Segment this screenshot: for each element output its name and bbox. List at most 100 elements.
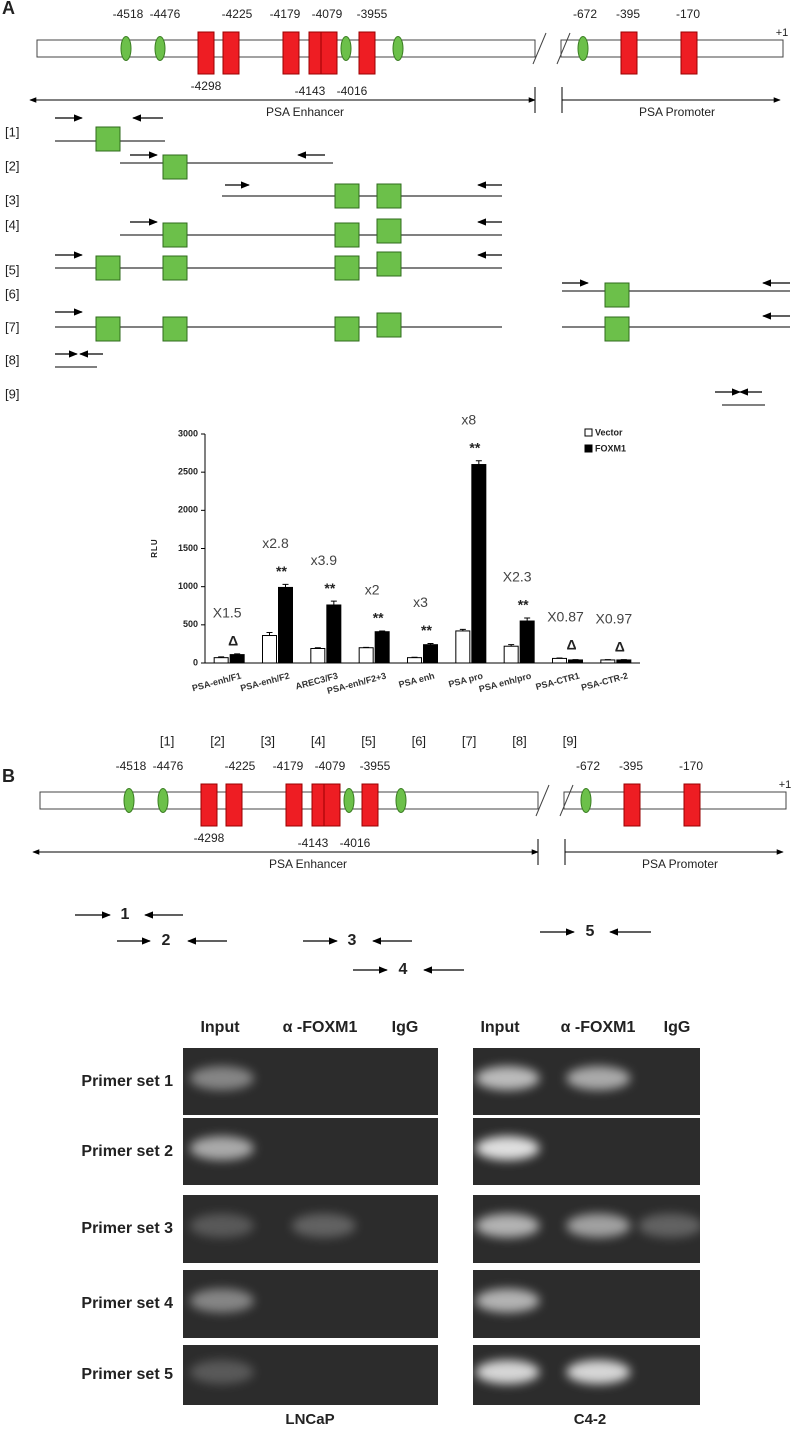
- gel-band: [475, 1136, 540, 1161]
- significance: **: [421, 622, 432, 638]
- x-tick-label: PSA-CTR1: [535, 671, 581, 692]
- gel-band: [566, 1066, 631, 1091]
- position-label: -4079: [315, 759, 346, 773]
- y-tick-label: 1000: [178, 581, 198, 591]
- promoter-label: PSA Promoter: [642, 857, 718, 871]
- site-square: [95, 255, 121, 281]
- promoter-box: [560, 39, 784, 58]
- significance: Δ: [615, 638, 625, 654]
- significance: **: [373, 610, 384, 626]
- bar: [358, 647, 374, 664]
- position-label: -4016: [337, 84, 368, 98]
- bar: [423, 644, 438, 664]
- construct-label: [5]: [361, 733, 375, 748]
- position-label: -4476: [153, 759, 184, 773]
- bar: [229, 654, 245, 664]
- position-label: -4476: [150, 7, 181, 21]
- break: [559, 784, 574, 817]
- site-oval: [120, 36, 132, 61]
- bar: [278, 586, 293, 664]
- bar: [568, 659, 583, 664]
- lane-label: Input: [480, 1019, 520, 1036]
- site-oval: [154, 36, 166, 61]
- fold-label: x2.8: [262, 535, 289, 551]
- x-tick-label: PSA enh/pro: [478, 670, 533, 694]
- site-box: [225, 783, 243, 827]
- position-label: -4079: [312, 7, 343, 21]
- x-tick-label: PSA-enh/F1: [191, 671, 242, 694]
- gel-band: [475, 1066, 540, 1091]
- panel-label: A: [2, 0, 15, 18]
- primer-label: 3: [348, 932, 357, 949]
- position-label: -170: [676, 7, 700, 21]
- bar: [471, 464, 487, 664]
- position-label: -4225: [222, 7, 253, 21]
- significance: **: [469, 439, 480, 455]
- gel-band: [566, 1213, 631, 1238]
- site-oval: [343, 788, 355, 813]
- position-label: -4225: [225, 759, 256, 773]
- site-square: [162, 222, 188, 248]
- position-label: -4518: [116, 759, 147, 773]
- site-square: [334, 183, 360, 209]
- construct-label: [7]: [5, 319, 19, 334]
- primer-label: 4: [399, 961, 408, 978]
- bar: [374, 631, 390, 664]
- fold-label: X0.97: [596, 610, 633, 626]
- gel-band: [475, 1213, 540, 1238]
- construct-label: [2]: [5, 158, 19, 173]
- x-tick-label: PSA-CTR-2: [580, 671, 629, 693]
- site-oval: [580, 788, 592, 813]
- lane-label: α -FOXM1: [561, 1019, 636, 1036]
- significance: **: [276, 563, 287, 579]
- site-box: [222, 31, 240, 75]
- legend-swatch: [584, 428, 593, 437]
- position-label: -672: [573, 7, 597, 21]
- error-bar: [282, 583, 289, 588]
- site-square: [95, 126, 121, 152]
- error-bar: [475, 460, 482, 465]
- end-label: +1: [776, 27, 789, 39]
- construct-label: [4]: [311, 733, 325, 748]
- bar: [262, 635, 277, 664]
- fold-label: X2.3: [503, 569, 532, 585]
- gel-band: [475, 1288, 540, 1313]
- fold-label: x8: [461, 411, 476, 427]
- lane-label: α -FOXM1: [283, 1019, 358, 1036]
- position-label: -395: [619, 759, 643, 773]
- bar: [616, 659, 632, 664]
- site-square: [162, 154, 188, 180]
- gel-band: [291, 1213, 356, 1238]
- construct-label: [4]: [5, 217, 19, 232]
- cell-line-label: LNCaP: [285, 1411, 334, 1428]
- row-label: Primer set 1: [81, 1073, 173, 1090]
- error-bar: [314, 647, 321, 649]
- y-tick-label: 2000: [178, 505, 198, 515]
- position-label: -4179: [273, 759, 304, 773]
- site-oval: [577, 36, 589, 61]
- primer-label: 1: [121, 906, 130, 923]
- error-bar: [266, 631, 273, 636]
- site-oval: [392, 36, 404, 61]
- legend-label: Vector: [595, 427, 623, 437]
- gel-band: [189, 1136, 254, 1161]
- construct-label: [3]: [5, 192, 19, 207]
- gel-band: [189, 1066, 254, 1091]
- site-square: [376, 218, 402, 244]
- fold-label: X1.5: [213, 605, 242, 621]
- position-label: -4518: [113, 7, 144, 21]
- error-bar: [524, 617, 531, 622]
- site-box: [311, 783, 325, 827]
- site-oval: [340, 36, 352, 61]
- construct-label: [3]: [261, 733, 275, 748]
- construct-label: [8]: [5, 352, 19, 367]
- fold-label: x2: [365, 582, 380, 598]
- fold-label: x3.9: [311, 552, 338, 568]
- break: [556, 32, 571, 65]
- gel-band: [475, 1360, 540, 1384]
- bar: [407, 657, 422, 664]
- position-label: -4143: [295, 84, 326, 98]
- site-box: [623, 783, 641, 827]
- enhancer-label: PSA Enhancer: [269, 857, 347, 871]
